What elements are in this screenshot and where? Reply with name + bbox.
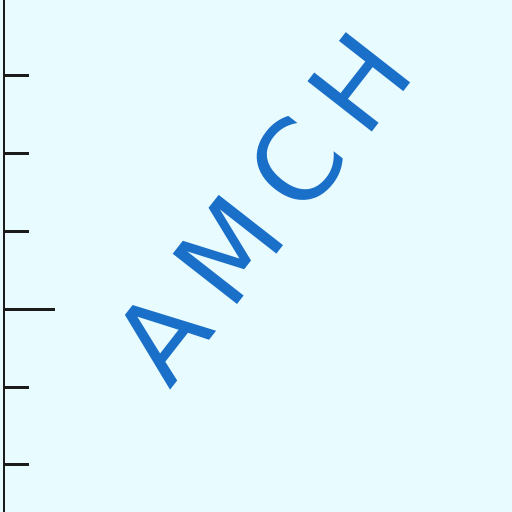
ruler-tick — [3, 463, 29, 466]
stamp-text: AMCH — [88, 0, 452, 407]
ruler — [0, 0, 60, 512]
ruler-tick — [3, 230, 29, 233]
ruler-tick — [3, 74, 29, 77]
ruler-tick — [3, 386, 29, 389]
ruler-tick — [3, 308, 55, 311]
ruler-edge — [3, 0, 5, 512]
ruler-tick — [3, 152, 29, 155]
